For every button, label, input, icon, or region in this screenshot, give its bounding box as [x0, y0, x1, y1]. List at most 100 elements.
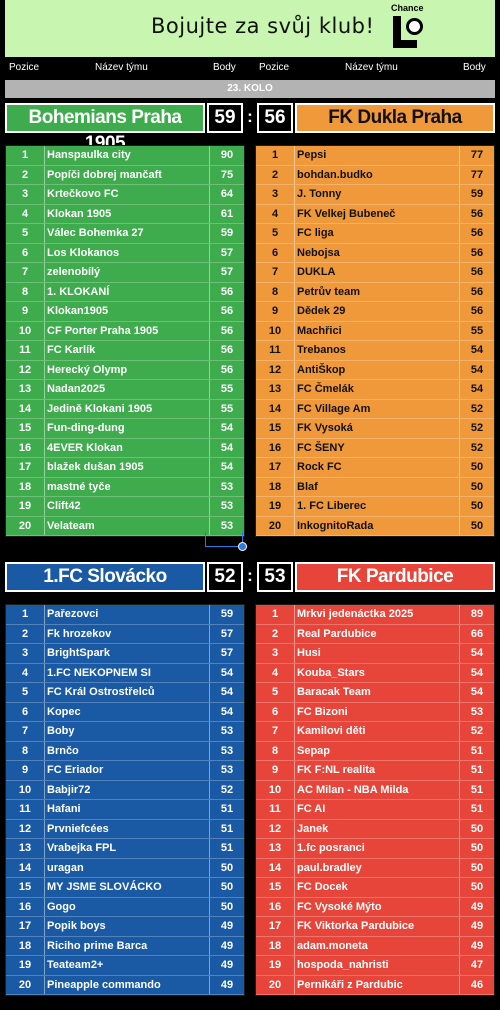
team-name-cell: FC Docek [297, 881, 348, 893]
fill-handle-icon[interactable] [238, 542, 247, 551]
team-name-cell: Petrův team [297, 285, 360, 298]
away-score: 53 [257, 562, 293, 592]
points-cell: 55 [470, 324, 484, 337]
header-pts: Body [213, 62, 236, 73]
points-cell: 56 [470, 285, 484, 298]
table-row: 3 Krtečkovo FC 64 [6, 185, 244, 205]
points-cell: 77 [470, 149, 484, 161]
position-cell: 10 [268, 324, 282, 337]
team-name-cell: Popik boys [47, 920, 106, 932]
position-cell: 10 [18, 783, 32, 796]
table-row: 5 Baracak Team 54 [256, 683, 494, 703]
points-cell: 50 [470, 480, 484, 493]
points-cell: 51 [220, 842, 234, 854]
cell-selection-handle[interactable] [205, 532, 247, 551]
team-name-cell: FC liga [297, 227, 334, 239]
table-row: 10 Babjir72 52 [6, 780, 244, 800]
team-name-cell: FK Velkej Bubeneč [297, 207, 396, 220]
standings-table-away: 1 Mrkvi jedenáctka 2025 89 2 Real Pardubice 6… [255, 604, 495, 996]
position-cell: 12 [268, 822, 282, 835]
table-row: 13 FC Čmelák 54 [256, 380, 494, 400]
position-cell: 4 [21, 666, 29, 679]
position-cell: 13 [268, 383, 282, 395]
position-cell: 18 [268, 939, 282, 952]
position-cell: 2 [21, 627, 29, 640]
table-row: 5 Válec Bohemka 27 59 [6, 224, 244, 244]
table-row: 2 Popíči dobrej mančaft 75 [6, 165, 244, 185]
away-score: 56 [257, 103, 293, 133]
position-cell: 19 [268, 959, 282, 971]
position-cell: 3 [271, 188, 279, 200]
position-cell: 12 [18, 363, 32, 376]
position-cell: 1 [21, 149, 29, 161]
table-row: 10 CF Porter Praha 1905 56 [6, 321, 244, 341]
table-row: 18 Blaf 50 [256, 477, 494, 497]
points-cell: 49 [220, 959, 234, 971]
table-row: 4 FK Velkej Bubeneč 56 [256, 204, 494, 224]
position-cell: 6 [271, 246, 279, 259]
table-row: 9 FK F:NL realita 51 [256, 761, 494, 781]
table-row: 12 Prvniefcées 51 [6, 819, 244, 839]
position-cell: 6 [271, 705, 279, 718]
points-cell: 50 [470, 861, 484, 874]
score-separator: : [247, 107, 253, 126]
team-name-cell: FC AI [297, 803, 326, 815]
team-name-cell: Boby [47, 725, 75, 737]
team-name-cell: Gogo [47, 900, 76, 913]
points-cell: 53 [220, 480, 234, 493]
table-row: 20 Pineapple commando 49 [6, 975, 244, 995]
position-cell: 18 [18, 939, 32, 952]
standings-table-away: 1 Pepsi 77 2 bohdan.budko 77 3 J. Tonny 59 4 FK Ve… [255, 145, 495, 537]
position-cell: 8 [271, 744, 279, 757]
points-cell: 51 [470, 744, 484, 757]
team-name-cell: FK Viktorka Pardubice [297, 920, 415, 932]
team-name-cell: Prvniefcées [47, 822, 109, 835]
table-row: 5 FC Král Ostrostřelců 54 [6, 683, 244, 703]
header-name: Název týmu [95, 62, 148, 73]
position-cell: 11 [19, 803, 31, 815]
points-cell: 57 [220, 647, 234, 659]
points-cell: 56 [470, 227, 484, 239]
points-cell: 56 [220, 363, 234, 376]
table-row: 16 Gogo 50 [6, 897, 244, 917]
position-cell: 9 [271, 305, 279, 317]
header-left: Pozice Název týmu Body [5, 60, 245, 75]
position-cell: 10 [268, 783, 282, 796]
team-name-cell: Fun-ding-dung [47, 422, 125, 434]
points-cell: 53 [220, 725, 234, 737]
header-name: Název týmu [345, 62, 398, 73]
team-name-cell: paul.bradley [297, 861, 362, 874]
position-cell: 8 [21, 744, 29, 757]
team-name-cell: blažek dušan 1905 [47, 461, 144, 473]
position-cell: 4 [21, 207, 29, 220]
table-row: 1 Pařezovci 59 [6, 605, 244, 625]
table-row: 2 Real Pardubice 66 [256, 624, 494, 644]
team-name-cell: 4EVER Klokan [47, 441, 123, 454]
points-cell: 52 [470, 402, 484, 415]
team-name-cell: CF Porter Praha 1905 [47, 324, 159, 337]
position-cell: 9 [21, 764, 29, 776]
home-score: 59 [207, 103, 243, 133]
points-cell: 56 [220, 285, 234, 298]
points-cell: 56 [470, 246, 484, 259]
table-row: 1 Mrkvi jedenáctka 2025 89 [256, 605, 494, 625]
team-name-cell: Nebojsa [297, 246, 340, 259]
home-team-name: 1.FC Slovácko [5, 562, 205, 592]
points-cell: 59 [220, 227, 234, 239]
header-pts: Body [463, 62, 486, 73]
team-name-cell: Trebanos [297, 344, 346, 356]
team-name-cell: Popíči dobrej mančaft [47, 168, 162, 181]
points-cell: 54 [470, 666, 484, 679]
team-name-cell: Real Pardubice [297, 627, 377, 640]
position-cell: 1 [271, 608, 279, 620]
position-cell: 20 [268, 519, 282, 532]
points-cell: 52 [220, 783, 234, 796]
team-name-cell: FC Čmelák [297, 383, 354, 395]
points-cell: 51 [470, 764, 484, 776]
table-row: 11 Trebanos 54 [256, 341, 494, 361]
table-row: 4 Klokan 1905 61 [6, 204, 244, 224]
table-row: 3 BrightSpark 57 [6, 644, 244, 664]
points-cell: 56 [220, 305, 234, 317]
team-name-cell: Nadan2025 [47, 383, 106, 395]
table-row: 18 mastné tyče 53 [6, 477, 244, 497]
